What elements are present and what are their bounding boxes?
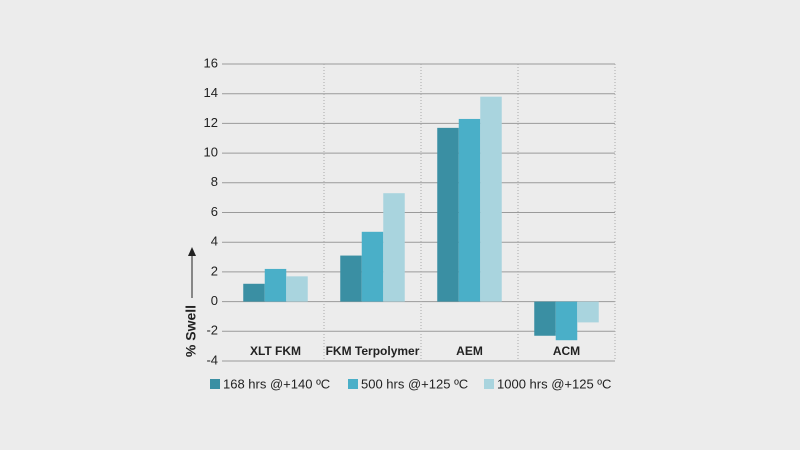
- axis-arrow-head: [188, 247, 196, 256]
- legend-swatch: [484, 379, 494, 389]
- legend-label: 168 hrs @+140 ºC: [223, 376, 330, 391]
- bar: [243, 283, 265, 302]
- bar: [361, 231, 384, 302]
- y-tick-label: -4: [206, 352, 218, 367]
- bar: [340, 255, 362, 302]
- legend-swatch: [348, 379, 358, 389]
- legend-label: 500 hrs @+125 ºC: [361, 376, 468, 391]
- y-tick-label: 4: [211, 234, 218, 249]
- y-tick-label: 2: [211, 263, 218, 278]
- bar: [555, 301, 578, 341]
- x-tick-label: XLT FKM: [250, 344, 301, 358]
- bar: [480, 96, 502, 302]
- bar: [264, 268, 287, 302]
- bar: [534, 301, 556, 336]
- y-tick-label: 0: [211, 293, 218, 308]
- bar: [383, 193, 405, 302]
- y-tick-label: 8: [211, 174, 218, 189]
- y-tick-label: -2: [206, 323, 218, 338]
- x-tick-label: AEM: [456, 344, 483, 358]
- y-tick-label: 14: [204, 85, 218, 100]
- bar: [577, 301, 599, 323]
- y-axis-label: % Swell: [183, 305, 199, 357]
- y-tick-label: 10: [204, 145, 218, 160]
- legend-label: 1000 hrs @+125 ºC: [497, 376, 611, 391]
- legend-swatch: [210, 379, 220, 389]
- bar: [437, 127, 459, 302]
- bar: [286, 276, 308, 302]
- x-tick-label: FKM Terpolymer: [326, 344, 420, 358]
- x-tick-label: ACM: [553, 344, 580, 358]
- y-tick-label: 16: [204, 55, 218, 70]
- bar: [458, 118, 481, 302]
- y-tick-label: 6: [211, 204, 218, 219]
- y-tick-label: 12: [204, 115, 218, 130]
